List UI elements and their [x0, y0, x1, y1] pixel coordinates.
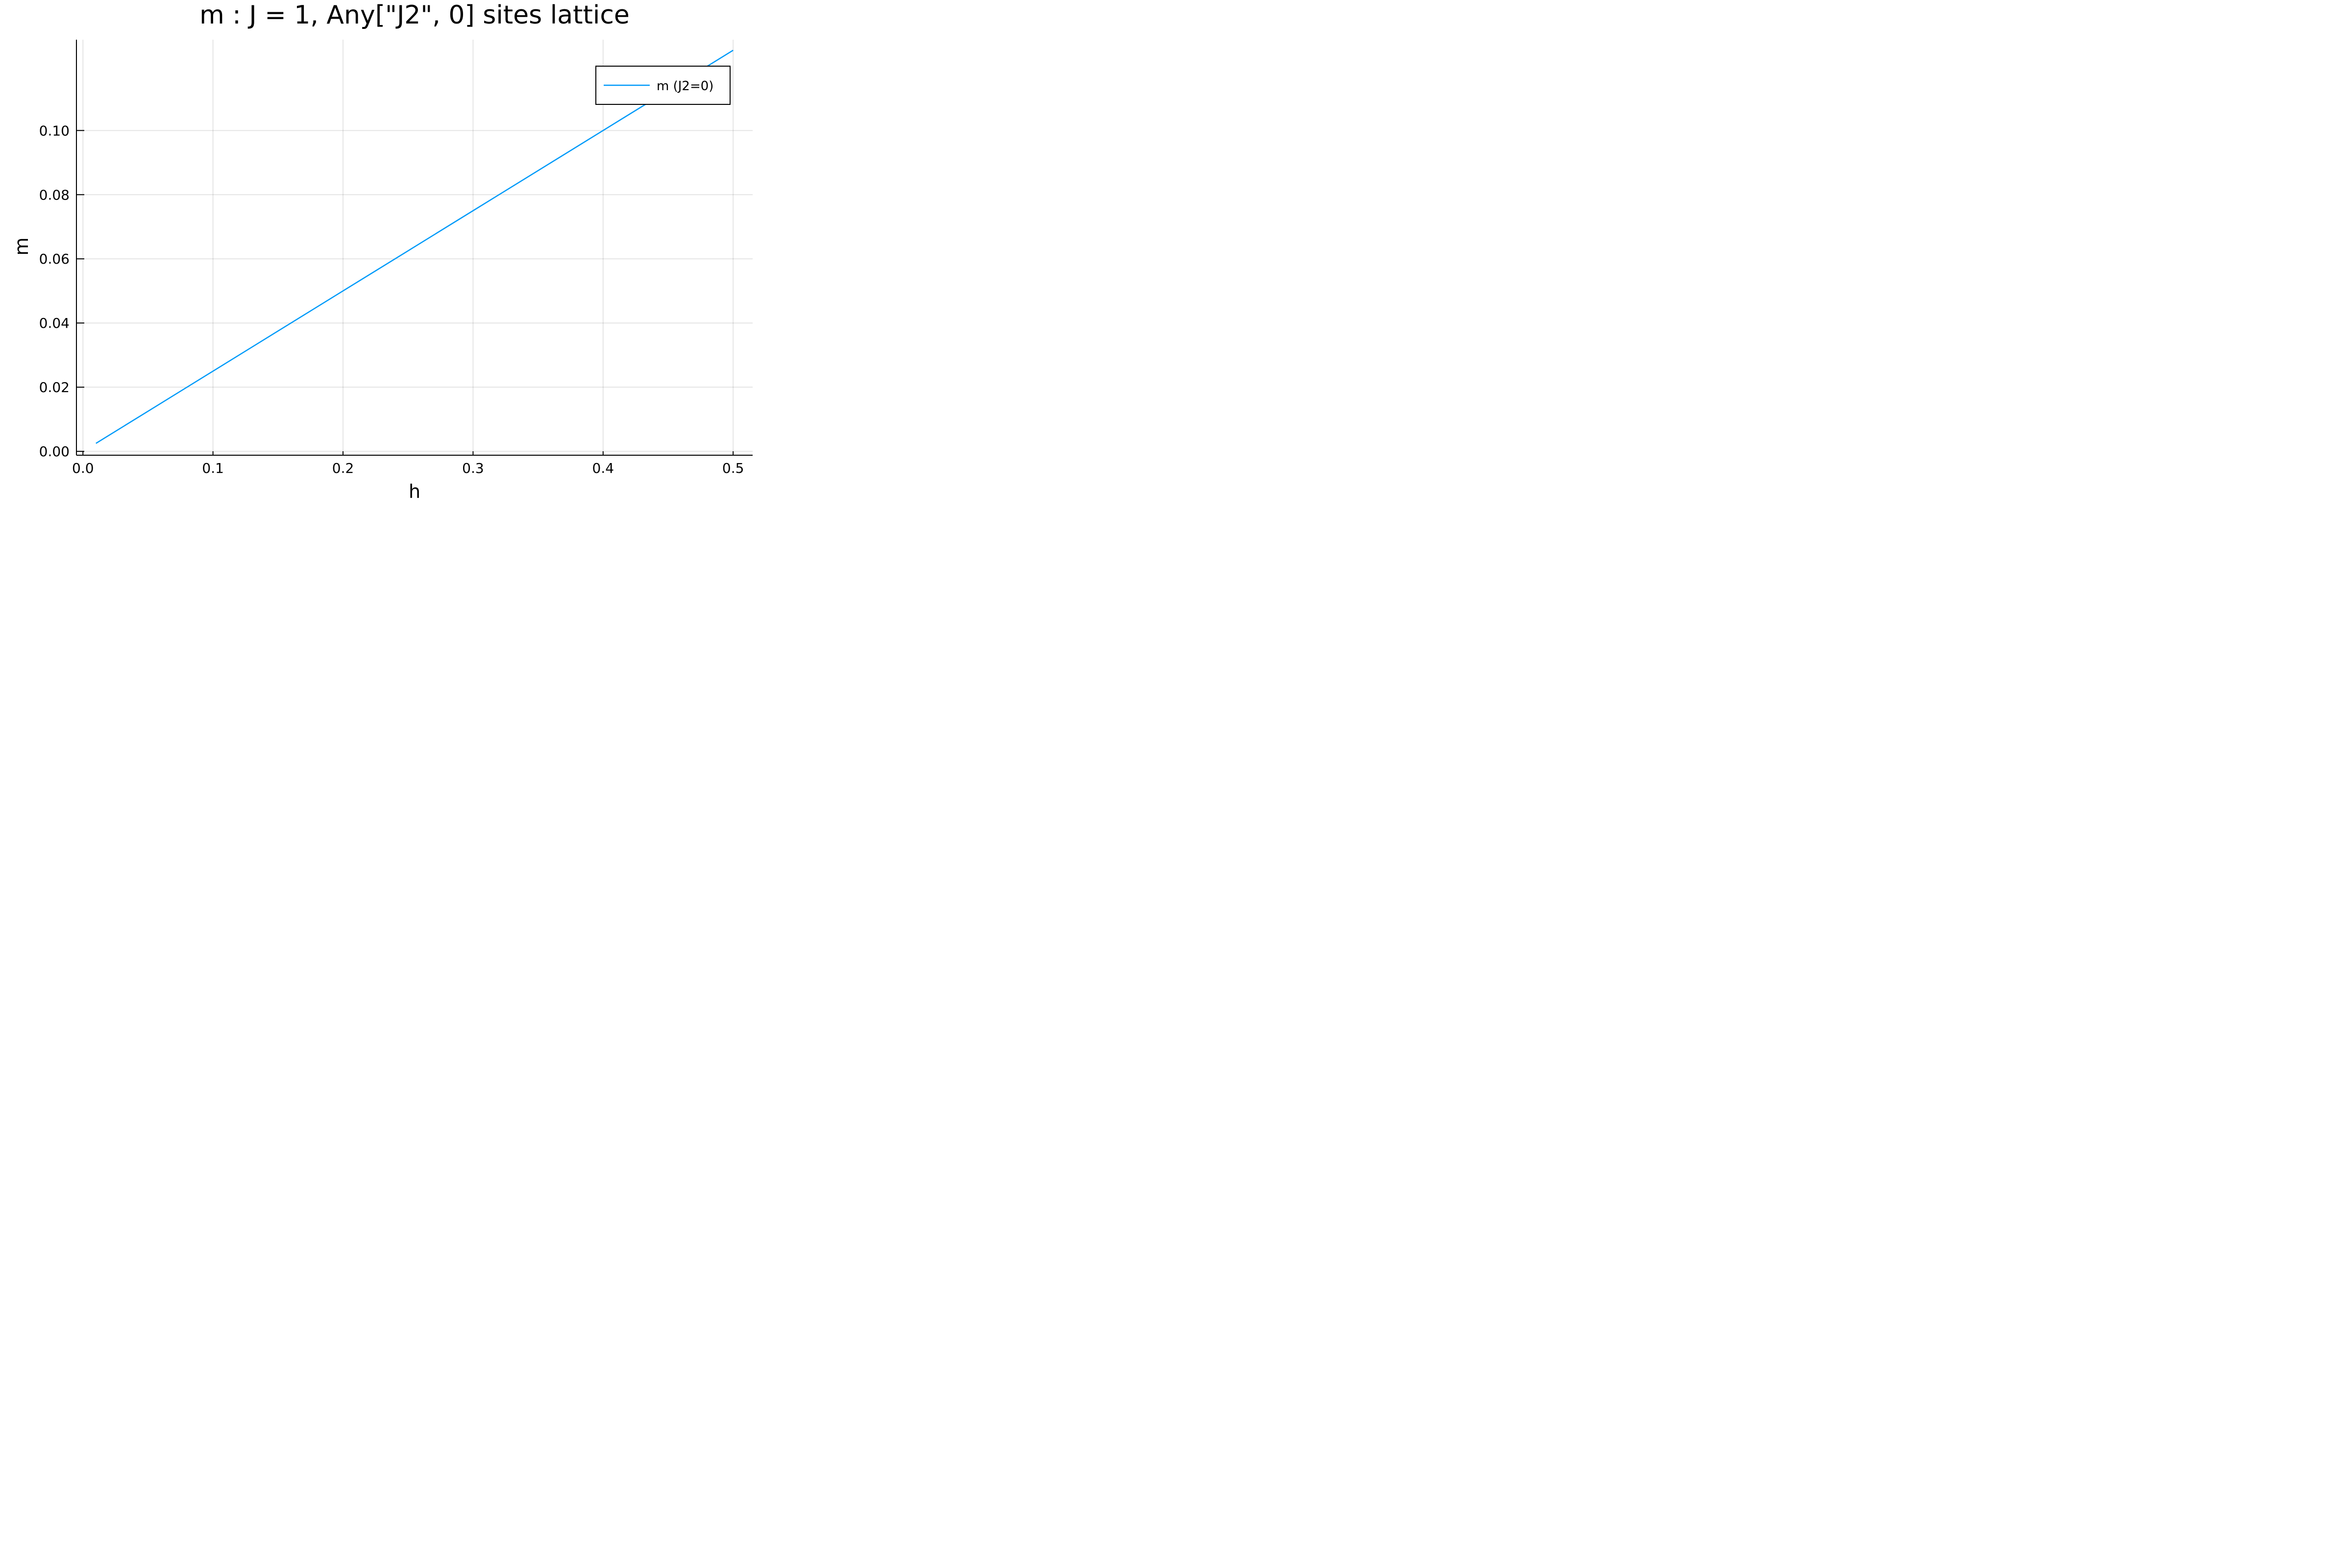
y-axis-label: m	[11, 237, 32, 255]
series-line	[96, 49, 734, 444]
legend-label: m (J2=0)	[657, 79, 713, 94]
line-chart: m : J = 1, Any["J2", 0] sites lattice 0.…	[0, 0, 763, 509]
ticks-layer: 0.0 0.1 0.2 0.3 0.4 0.5 0.00 0.02 0.04 0.06 0.08 0.…	[39, 122, 744, 476]
y-tick-label: 0.08	[39, 187, 70, 203]
x-tick-label: 0.0	[72, 460, 94, 476]
x-axis-label: h	[409, 481, 420, 502]
legend: m (J2=0)	[595, 66, 731, 105]
x-tick-label: 0.3	[462, 460, 484, 476]
y-tick-label: 0.06	[39, 251, 70, 267]
axes-layer	[76, 40, 753, 456]
x-tick-label: 0.2	[332, 460, 354, 476]
x-tick-label: 0.1	[202, 460, 224, 476]
chart-title: m : J = 1, Any["J2", 0] sites lattice	[199, 0, 630, 30]
x-tick-label: 0.4	[592, 460, 614, 476]
grid-layer	[76, 40, 753, 455]
y-tick-label: 0.10	[39, 122, 70, 139]
y-tick-label: 0.00	[39, 443, 70, 460]
series-layer	[96, 49, 734, 444]
y-tick-label: 0.02	[39, 379, 70, 395]
x-tick-label: 0.5	[722, 460, 744, 476]
y-tick-label: 0.04	[39, 315, 70, 331]
